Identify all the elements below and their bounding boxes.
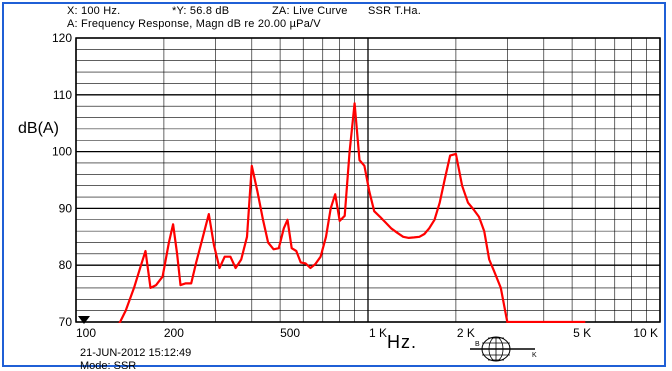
mode-label: Mode: SSR	[80, 360, 136, 371]
y-axis-label: dB(A)	[18, 120, 59, 137]
cursor-marker-icon	[78, 316, 90, 324]
x-tick-label: 200	[164, 326, 184, 340]
x-tick-label: 500	[280, 326, 300, 340]
x-axis-label: Hz.	[387, 332, 417, 352]
y-tick-label: 80	[59, 258, 73, 272]
x-tick-labels: 100 200 500 1 K 2 K 5 K 10 K	[76, 326, 658, 340]
x-tick-label: 1 K	[369, 326, 387, 340]
x-tick-label: 10 K	[633, 326, 658, 340]
header-y-readout: *Y: 56.8 dB	[172, 5, 229, 17]
header-source: SSR T.Ha.	[368, 5, 421, 17]
y-tick-label: 100	[52, 145, 72, 159]
logo-letter-k: K	[532, 352, 537, 359]
x-tick-label: 2 K	[457, 326, 475, 340]
header-x-readout: X: 100 Hz.	[67, 5, 120, 17]
x-tick-label: 100	[76, 326, 96, 340]
chart-frame	[2, 2, 666, 367]
y-tick-label: 120	[52, 31, 72, 45]
response-curve	[118, 102, 586, 323]
y-tick-label: 90	[59, 201, 73, 215]
x-tick-label: 5 K	[573, 326, 591, 340]
y-tick-label: 110	[53, 88, 72, 102]
timestamp: 21-JUN-2012 15:12:49	[80, 347, 191, 359]
plot-border	[75, 37, 661, 323]
series-line	[118, 102, 586, 323]
bk-logo: B K	[470, 336, 537, 362]
header-za-readout: ZA: Live Curve	[272, 5, 348, 17]
header-measurement: A: Frequency Response, Magn dB re 20.00 …	[67, 18, 321, 30]
y-tick-labels: 70 80 90 100 110 120	[52, 31, 72, 329]
logo-letter-b: B	[475, 341, 480, 348]
y-tick-label: 70	[59, 315, 73, 329]
